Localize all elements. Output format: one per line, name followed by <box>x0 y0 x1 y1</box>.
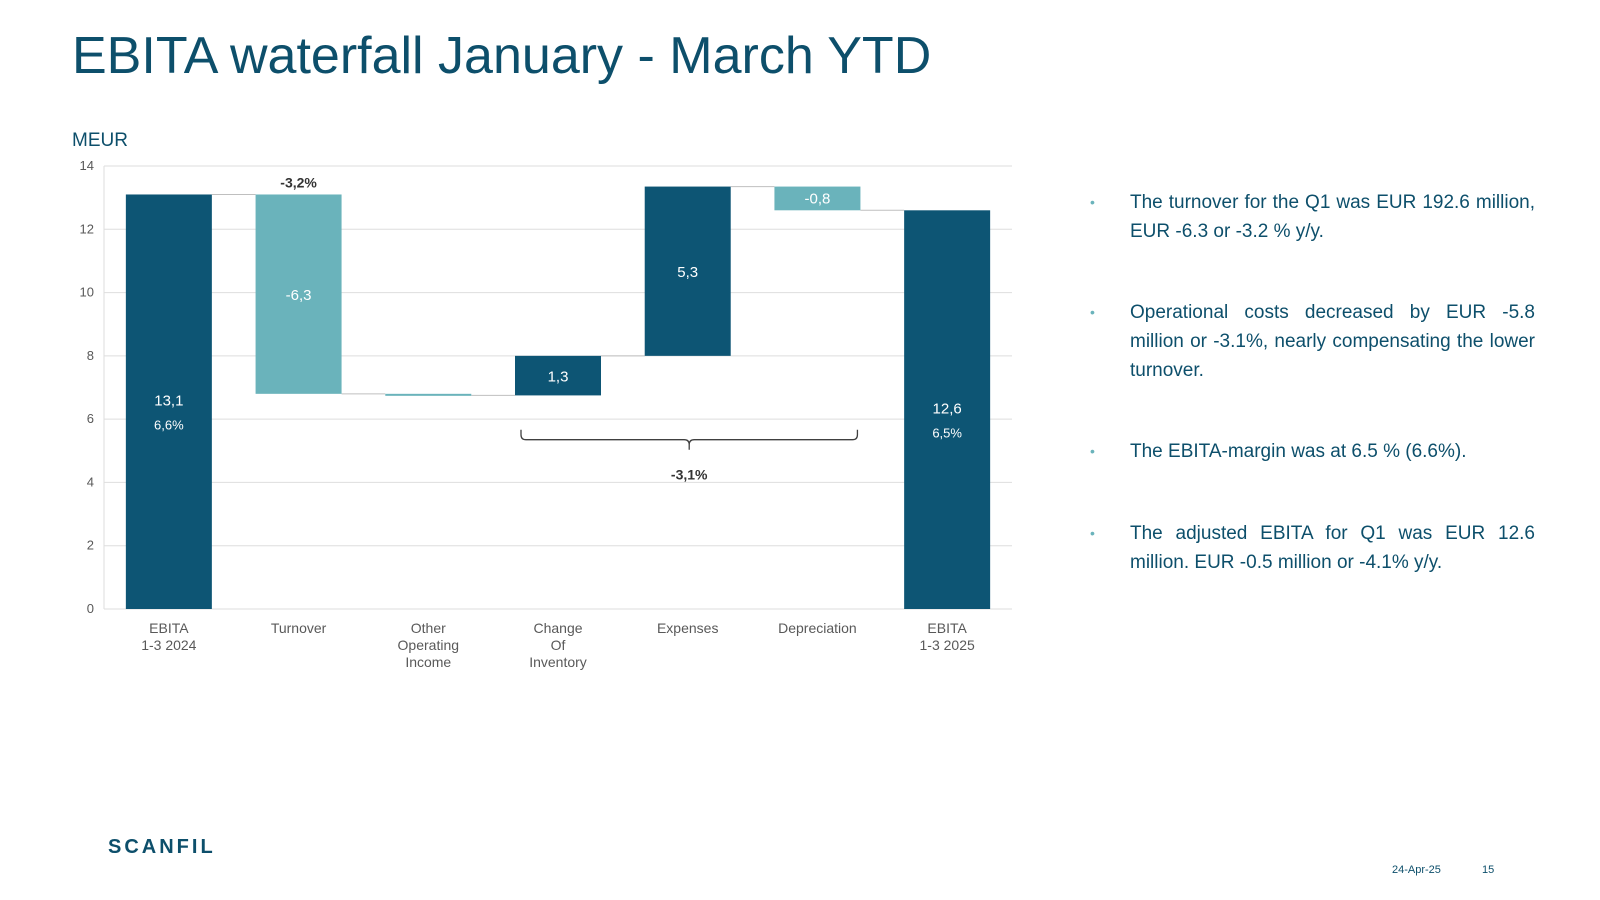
bar-value-label: -0,8 <box>804 190 830 207</box>
y-tick-label: 14 <box>80 158 94 173</box>
turnover-change-annotation: -3,2% <box>280 174 317 190</box>
y-tick-label: 4 <box>87 474 94 489</box>
scanfil-logo: SCANFIL <box>108 836 216 858</box>
bullet-marker: • <box>1090 443 1095 459</box>
bullet-marker: • <box>1090 304 1095 320</box>
category-label: Change Of Inventory <box>529 620 587 670</box>
bullet-item: • The adjusted EBITA for Q1 was EUR 12.6 … <box>1090 519 1535 577</box>
bar-value-label: 1,3 <box>548 369 569 386</box>
bar-value-label: 13,1 <box>154 393 183 410</box>
category-label: EBITA 1-3 2024 <box>141 620 196 653</box>
waterfall-bar <box>774 186 861 211</box>
category-label-line: EBITA <box>927 620 967 636</box>
bar-value-label: 5,3 <box>677 264 698 281</box>
category-label-line: Turnover <box>271 620 327 636</box>
category-label: Depreciation <box>778 620 857 636</box>
bullet-text: The EBITA-margin was at 6.5 % (6.6%). <box>1130 441 1467 462</box>
label-layer: 13,1 6,6% -6,3 1,3 5,3 -0,8 12,6 6,5% <box>154 190 962 440</box>
category-label-line: Other <box>411 620 446 636</box>
waterfall-bar <box>904 210 991 610</box>
category-label: Other Operating Income <box>398 620 459 670</box>
y-tick-label: 2 <box>87 538 94 553</box>
category-label-line: EBITA <box>149 620 189 636</box>
category-label-line: Depreciation <box>778 620 857 636</box>
bullet-marker: • <box>1090 525 1095 541</box>
annotation-layer: -3,2% -3,1% <box>280 174 859 483</box>
page-number: 15 <box>1482 864 1495 876</box>
category-label: Turnover <box>271 620 327 636</box>
cost-bracket <box>520 429 859 450</box>
category-label-line: Income <box>405 654 451 670</box>
category-label-line: Inventory <box>529 654 587 670</box>
bar-value-label: -6,3 <box>286 287 312 304</box>
bullet-text: Operational costs decreased by EUR -5.8 … <box>1130 302 1535 381</box>
grid-layer <box>104 165 1012 610</box>
bar-layer <box>125 186 991 610</box>
bullet-item: • Operational costs decreased by EUR -5.8… <box>1090 298 1535 385</box>
category-label-line: Change <box>533 620 582 636</box>
footer-date: 24-Apr-25 <box>1392 864 1441 876</box>
category-label: Expenses <box>657 620 718 636</box>
y-tick-label: 6 <box>87 411 94 426</box>
waterfall-bar <box>255 194 342 394</box>
y-tick-label: 8 <box>87 348 94 363</box>
bar-value-label: 12,6 <box>933 401 962 418</box>
waterfall-chart: 13,1 6,6% -6,3 1,3 5,3 -0,8 12,6 6,5% 0 2 4 6 8 10 12… <box>80 158 1012 670</box>
bullet-item: • The turnover for the Q1 was EUR 192.6 m… <box>1090 188 1535 246</box>
cost-change-annotation: -3,1% <box>671 467 708 483</box>
unit-label: MEUR <box>72 130 128 151</box>
bullet-text: The turnover for the Q1 was EUR 192.6 mi… <box>1130 192 1535 242</box>
bullet-list: • The turnover for the Q1 was EUR 192.6 m… <box>1090 188 1535 577</box>
category-label: EBITA 1-3 2025 <box>920 620 975 653</box>
category-label-line: 1-3 2025 <box>920 637 975 653</box>
waterfall-bar <box>125 194 212 609</box>
y-tick-label: 0 <box>87 601 94 616</box>
y-tick-label: 10 <box>80 285 94 300</box>
category-label-line: Operating <box>398 637 459 653</box>
bullet-item: • The EBITA-margin was at 6.5 % (6.6%). <box>1090 437 1535 466</box>
waterfall-bar <box>644 186 731 356</box>
waterfall-bar <box>515 355 601 396</box>
bar-margin-label: 6,6% <box>154 418 184 433</box>
category-label-line: Expenses <box>657 620 718 636</box>
connector-layer <box>211 186 905 396</box>
bullet-marker: • <box>1090 194 1095 210</box>
category-label-line: Of <box>551 637 566 653</box>
bullet-text: The adjusted EBITA for Q1 was EUR 12.6 m… <box>1130 523 1535 573</box>
waterfall-bar <box>385 393 472 396</box>
category-label-line: 1-3 2024 <box>141 637 196 653</box>
slide-title: EBITA waterfall January - March YTD <box>72 27 932 85</box>
bar-margin-label: 6,5% <box>932 426 962 441</box>
y-tick-label: 12 <box>80 221 94 236</box>
